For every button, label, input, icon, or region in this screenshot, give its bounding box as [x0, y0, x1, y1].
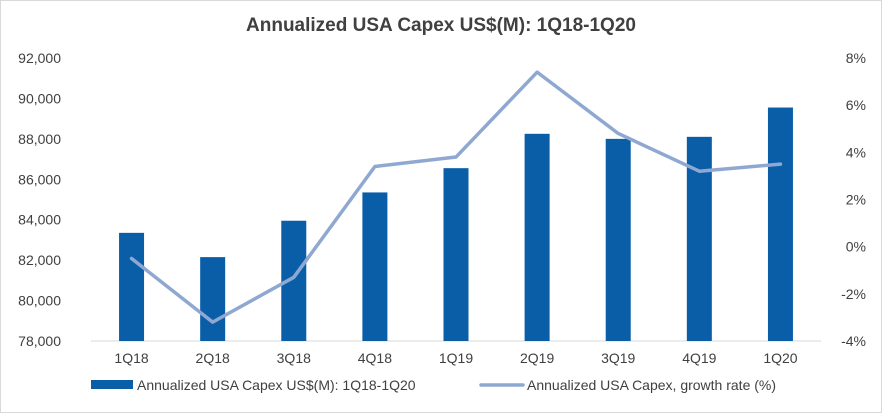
x-tick-label: 1Q18: [114, 350, 148, 366]
growth-point-3Q19: [616, 131, 620, 135]
legend-line-label: Annualized USA Capex, growth rate (%): [527, 377, 776, 393]
bar-2Q18: [200, 257, 226, 341]
growth-point-2Q18: [211, 320, 215, 324]
bar-1Q20: [767, 107, 793, 342]
y-right-tick-label: -4%: [841, 333, 866, 349]
x-tick-label: 1Q19: [439, 350, 473, 366]
y-right-tick-label: 8%: [846, 50, 866, 66]
y-left-tick-label: 78,000: [18, 333, 61, 349]
x-axis: 1Q18 2Q18 3Q18 4Q18 1Q19 2Q19 3Q19 4Q19 1Q20: [114, 350, 797, 366]
bar-1Q18: [119, 232, 145, 341]
x-tick-label: 3Q19: [601, 350, 635, 366]
legend-bar-label: Annualized USA Capex US$(M): 1Q18-1Q20: [137, 377, 416, 393]
x-tick-label: 1Q20: [763, 350, 797, 366]
y-left-tick-label: 82,000: [18, 252, 61, 268]
bar-3Q19: [605, 138, 631, 341]
legend-bar-swatch: [91, 380, 133, 389]
left-axis: 78,000 80,000 82,000 84,000 86,000 88,000 90,0…: [18, 50, 61, 349]
growth-point-1Q19: [454, 155, 458, 159]
bar-1Q19: [443, 168, 469, 341]
y-left-tick-label: 84,000: [18, 212, 61, 228]
bar-series: [119, 107, 793, 342]
y-left-tick-label: 92,000: [18, 50, 61, 66]
y-right-tick-label: 6%: [846, 97, 866, 113]
x-tick-label: 2Q18: [196, 350, 230, 366]
y-right-tick-label: 2%: [846, 192, 866, 208]
x-tick-label: 2Q19: [520, 350, 554, 366]
y-left-tick-label: 90,000: [18, 90, 61, 106]
y-right-tick-label: 0%: [846, 239, 866, 255]
x-tick-label: 4Q18: [358, 350, 392, 366]
growth-point-1Q20: [778, 162, 782, 166]
y-left-tick-label: 80,000: [18, 293, 61, 309]
x-tick-label: 3Q18: [277, 350, 311, 366]
right-axis: -4% -2% 0% 2% 4% 6% 8%: [841, 50, 866, 349]
growth-point-4Q18: [373, 164, 377, 168]
y-right-tick-label: 4%: [846, 144, 866, 160]
growth-point-1Q18: [130, 256, 134, 260]
chart-title: Annualized USA Capex US$(M): 1Q18-1Q20: [246, 15, 636, 36]
line-series: [129, 70, 783, 324]
growth-point-3Q18: [292, 275, 296, 279]
growth-point-4Q19: [697, 169, 701, 173]
y-left-tick-label: 86,000: [18, 171, 61, 187]
x-tick-label: 4Q19: [682, 350, 716, 366]
bar-2Q19: [524, 133, 550, 341]
legend: Annualized USA Capex US$(M): 1Q18-1Q20 A…: [91, 377, 776, 393]
bar-4Q18: [362, 192, 388, 341]
y-right-tick-label: -2%: [841, 286, 866, 302]
growth-point-2Q19: [535, 70, 539, 74]
y-left-tick-label: 88,000: [18, 131, 61, 147]
